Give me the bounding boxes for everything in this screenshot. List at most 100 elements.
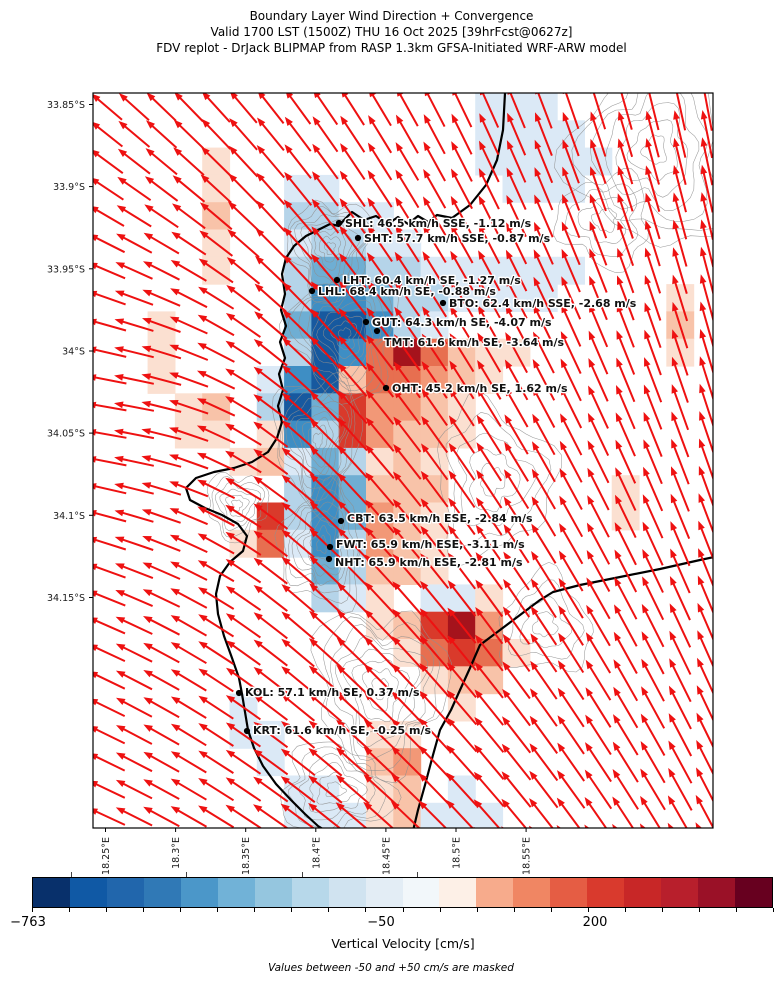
wind-arrow-shaft [341,312,367,343]
wind-arrow-head [93,644,98,652]
wind-arrow-head [393,444,402,454]
wind-arrow-shaft [452,200,474,237]
station-dot-kol [235,689,243,697]
terrain-contour [308,762,368,813]
wind-arrow-head [336,719,346,729]
wind-arrow-shaft [507,227,528,265]
wind-arrow-shaft [700,334,713,375]
wind-arrow-head [696,740,704,750]
wind-arrow-shaft [450,639,477,671]
wind-arrow-head [531,551,539,561]
wind-arrow-head [253,557,263,566]
wind-arrow-shaft [230,752,262,775]
colorbar-tick [402,908,404,912]
wind-arrow-shaft [422,612,450,644]
wind-arrow-shaft [731,170,739,213]
wind-arrow-head [529,715,538,725]
wind-arrow-shaft [395,640,423,670]
wind-arrow-shaft [563,199,581,239]
wind-arrow-head [253,421,263,430]
wind-arrow-head [700,246,707,257]
wind-arrow-shaft [481,93,500,128]
wind-arrow-shaft [505,528,530,564]
wind-arrow-head [256,172,265,182]
wind-arrow-shaft [312,559,342,587]
wind-arrow-shaft [177,95,204,123]
terrain-contour [206,471,270,544]
wind-arrow-head [672,274,679,285]
wind-arrow-head [394,306,403,317]
wind-arrow-shaft [147,319,181,333]
wind-arrow-head [560,331,568,341]
wind-arrow-shaft [342,229,367,262]
wind-arrow-head [726,520,732,530]
wind-arrow-head [612,823,618,828]
wind-arrow-shaft [230,287,261,312]
wind-arrow-shaft [174,482,209,498]
wind-arrow-head [169,454,179,461]
wind-arrow-shaft [671,635,692,675]
terrain-contour [640,134,667,165]
colorbar-tick [254,908,256,912]
wind-arrow-head [391,773,400,783]
wind-arrow-head [309,583,319,592]
wind-arrow-head [118,120,128,130]
colorbar-tick-label: −50 [367,915,395,930]
wind-arrow-head [366,334,375,344]
wind-arrow-head [226,257,236,266]
terrain-contour [298,284,388,392]
wind-arrow-shaft [450,502,476,536]
colorbar-segment [439,878,477,907]
wind-arrows-layer [88,93,739,843]
wind-arrow-head [503,551,512,561]
wind-arrow-head [450,195,458,206]
wind-arrow-head [253,339,263,348]
wind-arrow-head [700,164,708,175]
wind-arrow-shaft [284,778,316,803]
colorbar-segment [254,878,292,907]
wind-arrow-head [198,723,208,731]
wind-arrow-head [93,698,99,706]
wind-arrow-head [114,290,125,297]
colorbar-tick [365,908,367,912]
wind-arrow-head [143,670,153,678]
wind-arrow-shaft [534,391,556,428]
wind-arrow-head [476,414,485,425]
wind-arrow-head [728,137,735,147]
wind-arrow-shaft [287,148,312,179]
wind-arrow-shaft [507,199,527,238]
y-axis-tick-label: 34°S [62,347,85,358]
wind-arrow-shaft [422,694,451,725]
wind-arrow-shaft [477,748,505,780]
wind-arrow-shaft [643,581,665,621]
wind-arrow-shaft [258,314,288,340]
wind-arrow-head [641,631,649,641]
wind-arrow-head [226,285,236,294]
wind-arrow-head [612,796,621,806]
wind-arrow-shaft [174,536,208,554]
wind-arrow-shaft [699,580,713,615]
wind-arrow-head [478,168,486,178]
station-dot-nht [325,555,333,563]
wind-arrow-shaft [146,429,182,441]
wind-arrow-shaft [201,427,236,444]
wind-arrow-head [617,138,625,148]
wind-arrow-head [392,608,401,618]
wind-arrow-shaft [314,202,340,234]
wind-arrow-shaft [147,291,181,307]
wind-arrow-shaft [673,252,688,294]
wind-arrow-shaft [93,618,126,635]
wind-arrow-shaft [615,746,639,783]
wind-arrow-shaft [257,779,289,803]
wind-arrow-shaft [506,501,530,537]
wind-arrow-head [367,170,376,180]
wind-arrow-shaft [453,93,473,128]
wind-arrow-head [93,401,97,409]
wind-arrow-head [395,142,404,152]
wind-arrow-shaft [120,809,153,827]
wind-arrow-shaft [257,506,289,530]
wind-arrow-head [88,836,98,843]
wind-arrow-shaft [700,443,713,481]
wind-arrow-head [556,825,562,828]
